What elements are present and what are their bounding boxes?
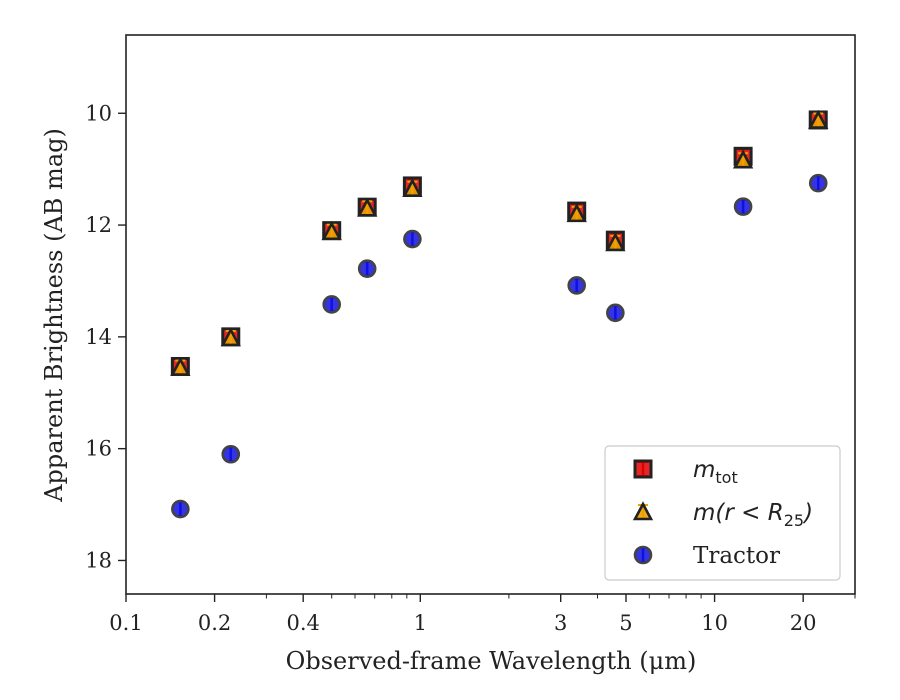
data-point [808,173,828,193]
data-point [322,295,342,314]
legend-marker [633,545,653,565]
triangle-marker [605,232,626,252]
data-point [221,444,241,464]
legend-box [604,445,841,581]
y-axis: 10 12 14 16 18 [85,101,126,572]
legend-marker [633,459,653,479]
data-point [732,149,754,169]
x-tick-label: 1 [414,611,427,635]
triangle-marker [220,327,241,347]
square-marker [633,459,653,479]
data-point [733,197,753,216]
x-tick-label: 10 [701,611,728,635]
legend-label: Tractor [693,543,780,569]
data-point [808,109,829,129]
data-point [566,203,587,223]
circle-marker [567,276,587,295]
triangle-marker [632,501,654,521]
y-tick-label: 16 [85,437,112,461]
data-marks [170,109,829,519]
circle-marker [808,173,828,193]
circle-marker [357,259,377,278]
circle-marker [171,499,190,519]
data-point [567,276,587,295]
legend-entry: mtot [633,457,738,487]
data-point [605,232,626,252]
data-point [403,229,422,249]
data-point [357,259,377,278]
triangle-marker [732,149,754,169]
data-point [357,197,378,217]
triangle-marker [357,197,378,217]
x-tick-label: 3 [554,611,567,635]
circle-marker [633,545,653,565]
legend-label-tail: ) [802,500,813,526]
y-axis-label: Apparent Brightness (AB mag) [40,128,68,503]
data-point [402,177,423,198]
x-tick-label: 0.1 [109,611,142,635]
plot-border [125,34,856,595]
legend-marker [632,501,654,521]
x-axis-label: Observed-frame Wavelength (μm) [286,647,697,675]
data-point [606,303,625,323]
y-tick-label: 12 [85,213,112,237]
x-tick-label: 5 [619,611,632,635]
circle-marker [733,197,753,216]
triangle-marker [566,203,587,223]
y-tick-label: 18 [85,548,112,572]
circle-marker [606,303,625,323]
y-tick-label: 10 [85,101,112,125]
circle-marker [221,444,241,464]
legend-label-sub: 25 [784,511,804,530]
data-point [321,221,342,241]
triangle-marker [402,177,423,198]
circle-marker [403,229,422,249]
x-axis: 0.1 0.2 0.4 1 3 5 10 20 [109,594,856,635]
legend-label-sub: tot [715,468,737,487]
legend: mtot m(r < R25) Tractor [604,445,841,581]
x-tick-label: 0.2 [198,611,231,635]
triangle-marker [170,356,191,376]
data-point [220,327,241,347]
x-tick-label: 0.4 [286,611,319,635]
legend-entry: m(r < R25) [632,500,813,530]
data-point [170,356,191,376]
circle-marker [322,295,342,314]
data-point [171,499,190,519]
legend-label-main: m [693,457,715,483]
triangle-marker [808,109,829,129]
x-tick-label: 20 [790,611,817,635]
legend-label: m(r < R25) [693,500,813,530]
legend-label-main: m(r < R [693,500,784,526]
y-tick-label: 14 [85,325,112,349]
plot-frame [125,34,856,595]
triangle-marker [321,221,342,241]
legend-label: mtot [693,457,738,487]
legend-entry: Tractor [633,543,780,569]
